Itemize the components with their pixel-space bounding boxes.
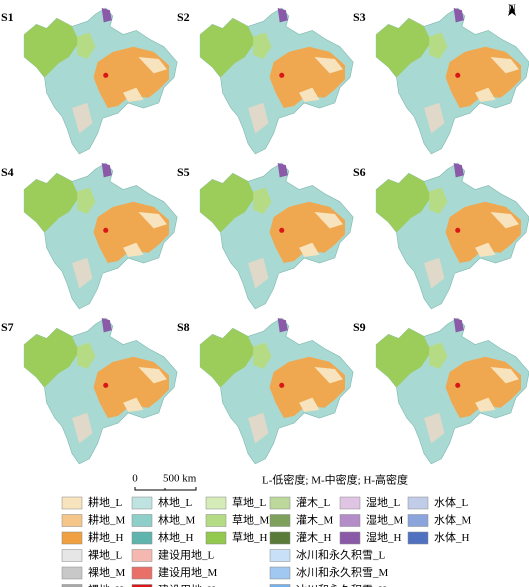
north-label: N <box>508 3 516 15</box>
legend-swatch <box>205 514 227 527</box>
legend-swatch <box>339 496 361 510</box>
legend-swatch <box>131 496 153 510</box>
legend-swatch <box>407 514 429 527</box>
map-panel: S4 <box>1 162 178 310</box>
legend-label: 冰川和永久积雪_M <box>296 565 388 579</box>
legend-swatch <box>131 584 153 587</box>
legend-swatch <box>61 549 83 562</box>
legend-label: 冰川和永久积雪_H <box>296 583 386 587</box>
panel-label: S1 <box>1 10 14 24</box>
map-panel: S3 <box>353 7 529 155</box>
scale-start: 0 <box>132 473 138 485</box>
legend-label: 建设用地_L <box>158 548 214 562</box>
legend-swatch <box>61 531 83 545</box>
legend-label: 裸地_M <box>88 565 125 579</box>
map-panel: S2 <box>177 7 354 155</box>
legend-swatch <box>61 566 83 580</box>
map-panel: S8 <box>177 317 354 465</box>
legend-label: 灌木_M <box>296 514 333 527</box>
legend-swatch <box>61 496 83 510</box>
legend-swatch <box>407 496 429 510</box>
panel-label: S3 <box>353 10 366 24</box>
density-note: L-低密度; M-中密度; H-高密度 <box>262 473 408 487</box>
legend-swatch <box>61 584 83 587</box>
legend-swatch <box>205 531 227 545</box>
legend-swatch <box>131 514 153 527</box>
legend-swatch <box>131 549 153 562</box>
panel-label: S4 <box>1 165 14 179</box>
legend-label: 灌木_H <box>296 531 331 544</box>
map-panel: S6 <box>353 162 529 310</box>
legend-swatch <box>407 531 429 545</box>
legend-swatch <box>339 531 361 545</box>
legend-swatch <box>339 514 361 527</box>
map <box>375 162 529 310</box>
legend-label: 建设用地_H <box>158 583 215 587</box>
legend-swatch <box>269 496 291 510</box>
panel-label: S9 <box>353 320 366 334</box>
legend-label: 湿地_H <box>366 531 401 544</box>
legend-label: 草地_M <box>232 514 269 527</box>
legend-swatch <box>269 584 291 587</box>
map-panel: S7 <box>1 317 178 465</box>
map <box>23 162 178 310</box>
legend-label: 林地_M <box>158 513 195 527</box>
scale-bar: 0 500 km <box>132 473 197 491</box>
legend-swatch <box>205 496 227 510</box>
legend-label: 灌木_L <box>296 496 330 509</box>
panels: S1 S2 S3 S4 S5 S6 S7 S8 S9 <box>1 7 529 465</box>
map <box>23 7 178 155</box>
legend-label: 建设用地_M <box>158 565 217 579</box>
legend-label: 湿地_M <box>366 514 403 527</box>
legend-label: 耕地_M <box>88 513 125 527</box>
legend-label: 冰川和永久积雪_L <box>296 548 385 562</box>
map <box>199 317 354 465</box>
legend-label: 水体_L <box>434 495 468 509</box>
scale-end: 500 km <box>163 473 197 485</box>
north-arrow: N <box>508 3 516 16</box>
panel-label: S7 <box>1 320 14 334</box>
panel-label: S6 <box>353 165 366 179</box>
map <box>375 7 529 155</box>
map-panel: S5 <box>177 162 354 310</box>
legend-label: 草地_H <box>232 531 267 544</box>
map-panel: S1 <box>1 7 178 155</box>
legend-label: 耕地_H <box>88 530 123 544</box>
map <box>23 317 178 465</box>
legend-label: 耕地_L <box>88 495 122 509</box>
legend-swatch <box>61 514 83 527</box>
legend: 耕地_L 耕地_M 耕地_H 裸地_L 裸地_M 裸地_H 林地_L 林地_M 林地_H 建设用地… <box>61 495 471 587</box>
legend-label: 林地_L <box>158 495 192 509</box>
legend-swatch <box>269 514 291 527</box>
legend-label: 草地_L <box>232 496 266 509</box>
panel-label: S2 <box>177 10 190 24</box>
map <box>199 162 354 310</box>
panel-label: S5 <box>177 165 190 179</box>
legend-swatch <box>131 566 153 580</box>
legend-swatch <box>269 549 291 562</box>
legend-label: 水体_M <box>434 513 471 527</box>
legend-swatch <box>131 531 153 545</box>
legend-label: 裸地_H <box>88 583 123 587</box>
legend-label: 湿地_L <box>366 496 400 509</box>
legend-swatch <box>269 566 291 580</box>
legend-label: 林地_H <box>158 530 193 544</box>
legend-swatch <box>269 531 291 545</box>
map <box>375 317 529 465</box>
map <box>199 7 354 155</box>
panel-label: S8 <box>177 320 190 334</box>
map-panel: S9 <box>353 317 529 465</box>
legend-label: 水体_H <box>434 530 469 544</box>
legend-label: 裸地_L <box>88 548 122 562</box>
